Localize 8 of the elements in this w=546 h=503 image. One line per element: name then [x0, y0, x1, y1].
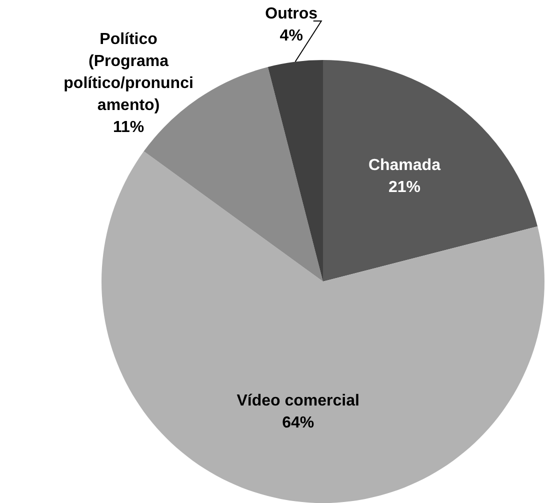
slice-label: Outros [265, 5, 318, 22]
data-label: 64% [282, 414, 314, 432]
slice-label: Chamada [368, 156, 441, 174]
data-label: 11% [112, 119, 144, 136]
data-label: 4% [280, 27, 303, 44]
data-label: 21% [388, 178, 420, 196]
slice-label: Político (Programa político/pronunciamento) [64, 31, 194, 114]
slice-label: Vídeo comercial [236, 392, 360, 410]
